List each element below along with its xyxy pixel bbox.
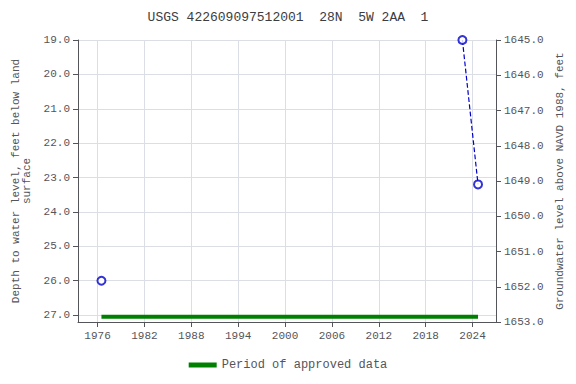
svg-text:27.0: 27.0 — [44, 309, 70, 321]
svg-text:21.0: 21.0 — [44, 103, 70, 115]
svg-text:1652.0: 1652.0 — [504, 281, 544, 293]
svg-text:23.0: 23.0 — [44, 172, 70, 184]
svg-text:24.0: 24.0 — [44, 206, 70, 218]
svg-text:1653.0: 1653.0 — [504, 316, 544, 328]
svg-text:1988: 1988 — [178, 330, 204, 342]
svg-text:Period of approved data: Period of approved data — [222, 358, 388, 372]
svg-text:Depth to water level, feet bel: Depth to water level, feet below land — [10, 58, 23, 304]
svg-text:19.0: 19.0 — [44, 34, 70, 46]
svg-text:USGS 422609097512001 28N 5W: USGS 422609097512001 28N 5W 2AA 1 — [148, 10, 429, 25]
svg-text:2018: 2018 — [412, 330, 438, 342]
svg-text:26.0: 26.0 — [44, 275, 70, 287]
svg-text:25.0: 25.0 — [44, 240, 70, 252]
svg-text:1649.0: 1649.0 — [504, 175, 544, 187]
svg-text:2006: 2006 — [319, 330, 345, 342]
svg-text:1982: 1982 — [131, 330, 157, 342]
svg-text:1646.0: 1646.0 — [504, 69, 544, 81]
svg-text:2024: 2024 — [459, 330, 486, 342]
svg-text:20.0: 20.0 — [44, 68, 70, 80]
svg-text:1651.0: 1651.0 — [504, 246, 544, 258]
svg-text:2012: 2012 — [366, 330, 392, 342]
svg-text:2000: 2000 — [272, 330, 298, 342]
svg-text:1645.0: 1645.0 — [504, 34, 544, 46]
svg-text:1648.0: 1648.0 — [504, 140, 544, 152]
svg-text:surface: surface — [21, 158, 33, 204]
svg-text:1976: 1976 — [84, 330, 110, 342]
svg-text:Groundwater level above NAVD 1: Groundwater level above NAVD 1988, feet — [554, 52, 566, 309]
svg-text:1650.0: 1650.0 — [504, 210, 544, 222]
svg-text:1994: 1994 — [225, 330, 252, 342]
svg-text:22.0: 22.0 — [44, 137, 70, 149]
svg-text:1647.0: 1647.0 — [504, 105, 544, 117]
